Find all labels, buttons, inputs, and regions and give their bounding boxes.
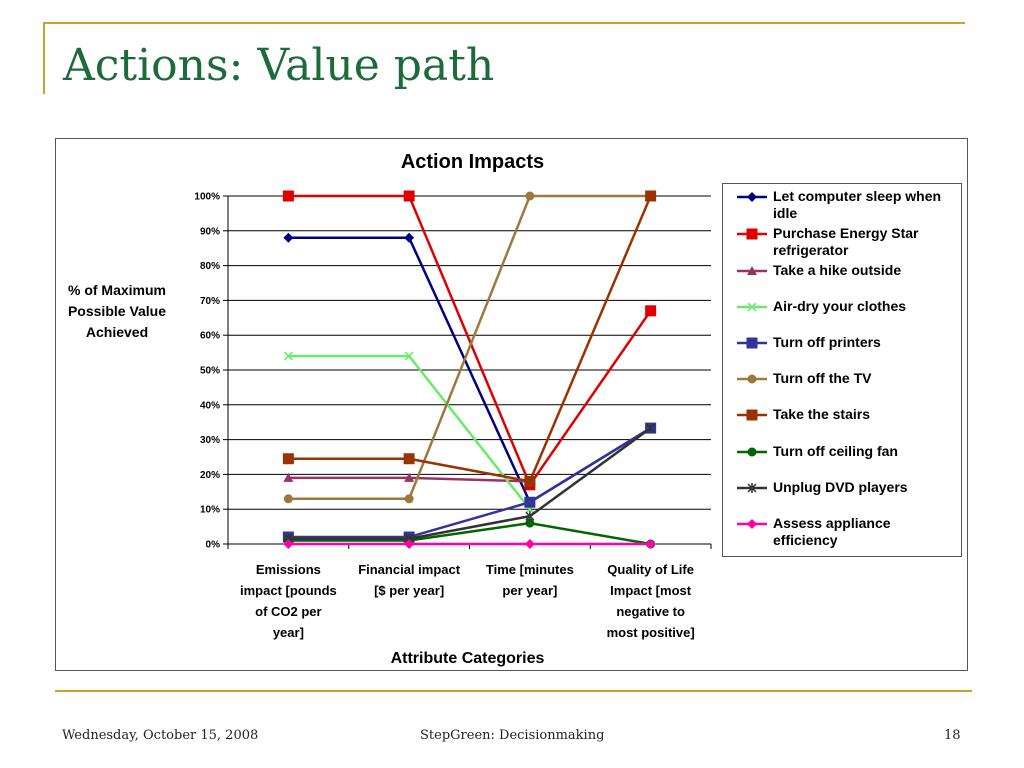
footer-center-text: StepGreen: Decisionmaking	[420, 728, 605, 743]
legend-swatch	[737, 302, 767, 312]
legend-swatch	[737, 192, 767, 202]
legend-marker	[747, 266, 757, 275]
legend-label: Air-dry your clothes	[773, 298, 907, 314]
x-tick-label: Time [minutes per year]	[486, 562, 574, 598]
y-tick-label: 0%	[206, 540, 221, 551]
x-tick-label: Financial impact [$ per year]	[358, 562, 461, 598]
data-point	[283, 232, 294, 243]
legend-marker	[747, 302, 757, 312]
series-line-6	[288, 195, 652, 483]
data-point	[645, 305, 657, 317]
legend-label: Purchase Energy Star refrigerator	[773, 225, 919, 258]
data-point	[404, 494, 414, 504]
legend-marker	[747, 483, 757, 493]
y-tick-label: 20%	[200, 470, 220, 481]
data-point	[524, 496, 536, 508]
legend-label: Turn off the TV	[773, 370, 872, 386]
data-point	[283, 351, 293, 361]
legend-swatch	[737, 483, 767, 493]
data-point	[524, 475, 536, 487]
legend-marker	[746, 337, 758, 349]
slide-number: 18	[944, 728, 961, 743]
series-line-8	[288, 427, 652, 541]
y-tick-label: 30%	[200, 435, 220, 446]
legend-label: Turn off ceiling fan	[773, 443, 898, 459]
legend-label: Assess appliance efficiency	[773, 515, 891, 548]
data-point	[403, 190, 415, 202]
data-point	[283, 539, 294, 549]
x-tick-label: Emissions impact [pounds of CO2 per year]	[240, 562, 337, 640]
legend-marker	[747, 374, 757, 384]
y-axis-title: % of Maximum Possible Value Achieved	[68, 282, 166, 340]
y-tick-label: 70%	[200, 296, 220, 307]
data-point	[282, 190, 294, 202]
legend-marker	[746, 228, 758, 240]
legend-marker	[746, 409, 758, 421]
data-point	[404, 539, 415, 549]
data-point	[282, 453, 294, 465]
legend-swatch	[737, 374, 767, 384]
data-point	[645, 190, 657, 202]
legend-swatch	[737, 409, 767, 421]
title-accent-bar	[43, 22, 45, 94]
data-point	[525, 191, 535, 201]
chart-plot: Action Impacts 0% 10% 20% 30% 40% 50% 60% 70% 80%…	[68, 151, 712, 667]
legend-label: Unplug DVD players	[773, 479, 908, 495]
data-point	[646, 423, 656, 434]
data-point	[404, 232, 415, 243]
x-axis-title: Attribute Categories	[391, 650, 545, 667]
x-tick-label: Quality of Life Impact [most negative to mo…	[607, 562, 695, 640]
y-tick-label: 10%	[200, 505, 220, 516]
legend-swatch	[737, 337, 767, 349]
y-tick-label: 100%	[194, 192, 220, 203]
legend-marker	[747, 192, 757, 202]
legend-swatch	[737, 266, 767, 275]
chart-title: Action Impacts	[401, 151, 544, 173]
data-point	[645, 539, 656, 549]
y-tick-label: 40%	[200, 400, 220, 411]
data-point	[404, 351, 414, 361]
data-point	[525, 511, 535, 522]
slide-title: Actions: Value path	[63, 40, 495, 91]
footer-rule	[55, 690, 972, 692]
y-tick-label: 50%	[200, 366, 220, 377]
y-tick-label: 90%	[200, 226, 220, 237]
title-rule	[43, 22, 965, 24]
data-point	[403, 453, 415, 465]
series-line-1	[288, 194, 652, 488]
data-point	[283, 494, 293, 504]
legend-marker	[747, 519, 757, 529]
legend-marker	[747, 447, 757, 457]
data-point	[283, 472, 294, 482]
series-line-4	[288, 427, 652, 539]
series-line-7	[288, 521, 651, 546]
series-line-3	[288, 354, 531, 510]
legend-swatch	[737, 447, 767, 457]
data-point	[404, 472, 415, 482]
legend-swatch	[737, 519, 767, 529]
legend-label: Take the stairs	[773, 406, 871, 422]
legend-swatch	[737, 228, 767, 240]
data-point	[524, 539, 535, 549]
footer-date: Wednesday, October 15, 2008	[62, 728, 259, 743]
chart-legend: Let computer sleep when idle Purchase Ene…	[722, 183, 962, 557]
legend-label: Let computer sleep when idle	[773, 188, 942, 221]
y-tick-label: 80%	[200, 261, 220, 272]
y-tick-label: 60%	[200, 331, 220, 342]
legend-label: Take a hike outside	[773, 262, 902, 278]
series-line-5	[288, 194, 651, 501]
data-point	[525, 518, 535, 528]
legend-label: Turn off printers	[773, 334, 881, 350]
